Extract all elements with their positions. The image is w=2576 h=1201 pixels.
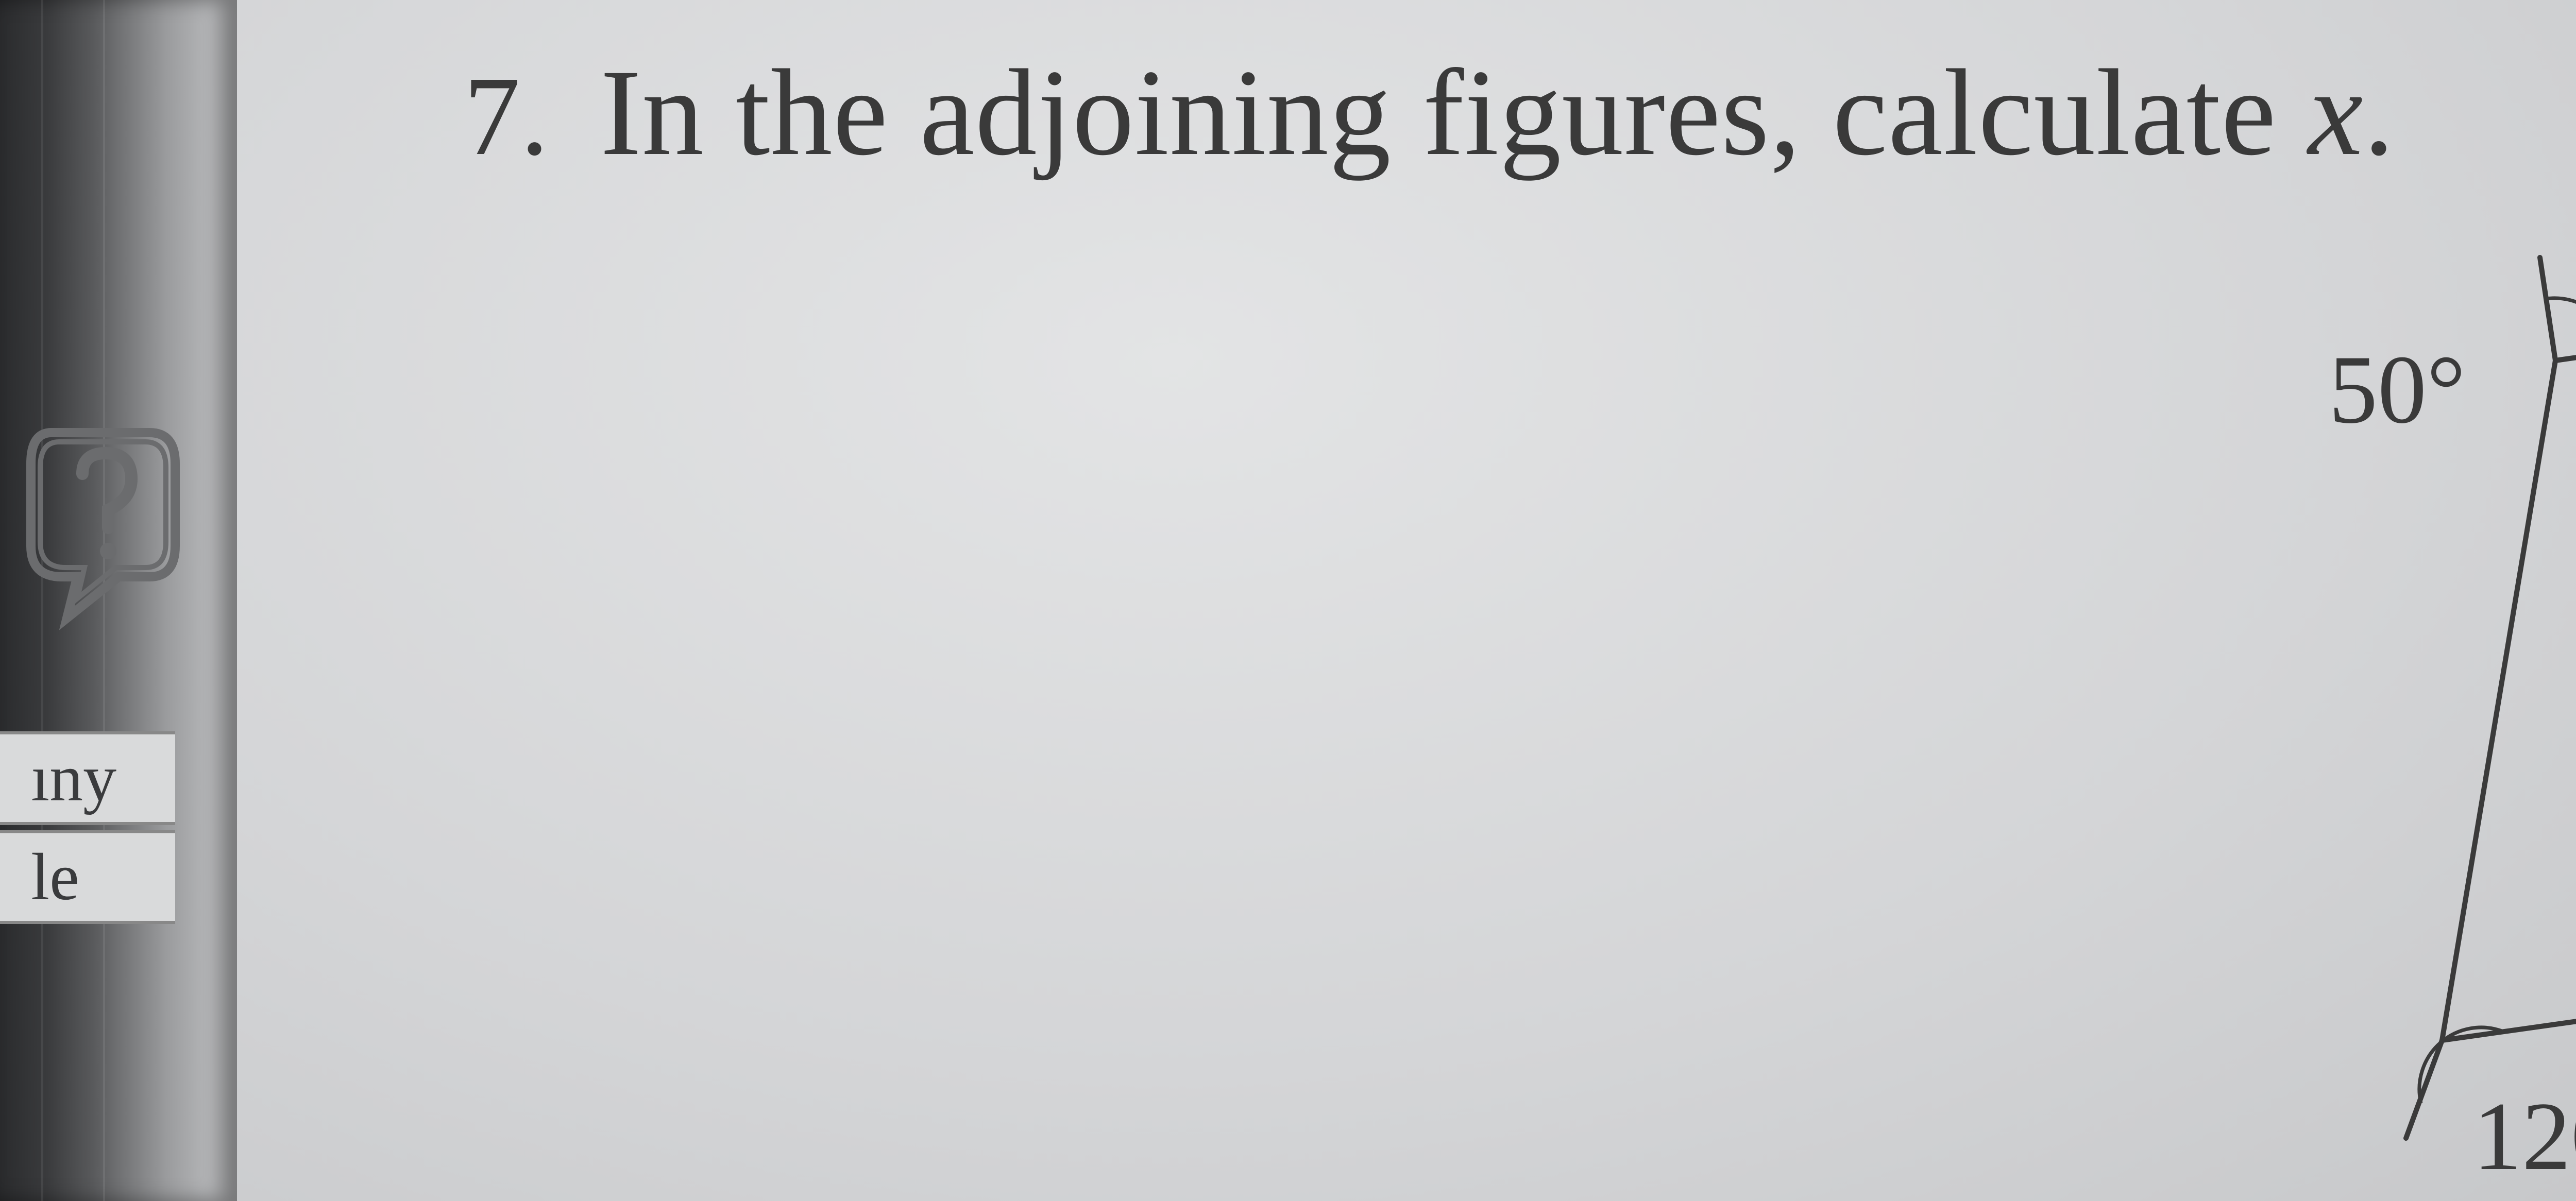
question-number: 7.	[464, 51, 549, 181]
margin-question-icon	[21, 412, 196, 649]
ext-A-up	[2540, 258, 2555, 361]
label-120: 120°	[2473, 1083, 2576, 1191]
page-surface: 7. In the adjoining figures, calculate x…	[237, 0, 2576, 1201]
margin-tab-2: le	[0, 830, 175, 924]
question-text-pre: In the adjoining figures, calculate	[600, 44, 2308, 181]
angle-arcs	[2419, 164, 2576, 1103]
figure-lines	[2406, 77, 2576, 1138]
side-AB	[2555, 227, 2576, 361]
side-DA	[2442, 361, 2555, 1040]
label-50: 50°	[2329, 336, 2466, 444]
margin-tabs: ıny le	[0, 731, 175, 924]
geometry-figure: 50° 110° x° 120°	[2092, 93, 2576, 1174]
angle-labels: 50° 110° x° 120°	[2329, 78, 2576, 1191]
margin-tab-1: ıny	[0, 731, 175, 825]
ext-D-down	[2406, 1040, 2442, 1138]
